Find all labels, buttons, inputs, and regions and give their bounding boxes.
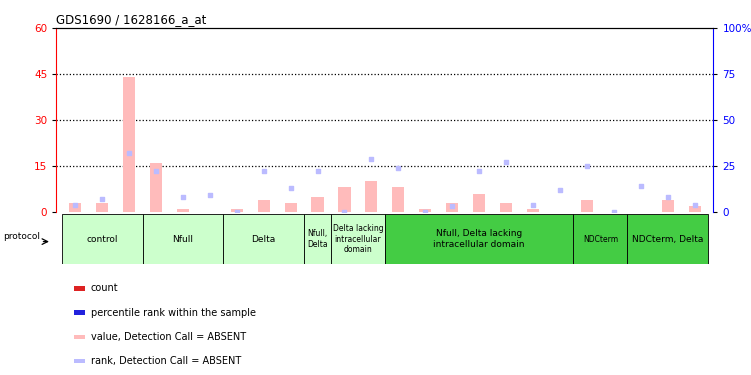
Bar [62, 214, 143, 264]
Point [285, 185, 297, 191]
Point [500, 159, 512, 165]
Bar [74, 286, 85, 291]
Bar [304, 214, 331, 264]
Point [150, 168, 162, 174]
Bar [74, 310, 85, 315]
Bar [662, 200, 674, 212]
Text: Nfull, Delta lacking
intracellular domain: Nfull, Delta lacking intracellular domai… [433, 230, 525, 249]
Bar [627, 214, 708, 264]
Text: Nfull,
Delta: Nfull, Delta [307, 230, 328, 249]
Bar [419, 209, 431, 212]
Text: protocol: protocol [3, 232, 40, 241]
Point [554, 187, 566, 193]
Point [581, 163, 593, 169]
Point [662, 194, 674, 200]
Bar [74, 334, 85, 339]
Point [419, 209, 431, 215]
Bar [574, 214, 627, 264]
Point [635, 183, 647, 189]
Point [312, 168, 324, 174]
Bar [123, 77, 135, 212]
Text: NDCterm: NDCterm [583, 235, 618, 244]
Point [69, 201, 81, 207]
Point [96, 196, 108, 202]
Point [366, 156, 378, 162]
Text: percentile rank within the sample: percentile rank within the sample [91, 308, 256, 318]
Text: Nfull: Nfull [173, 235, 194, 244]
Bar [96, 202, 108, 212]
Bar [500, 202, 512, 212]
Text: Delta lacking
intracellular
domain: Delta lacking intracellular domain [333, 224, 383, 254]
Text: control: control [86, 235, 118, 244]
Bar [473, 194, 485, 212]
Bar [223, 214, 304, 264]
Point [392, 165, 404, 171]
Text: rank, Detection Call = ABSENT: rank, Detection Call = ABSENT [91, 356, 241, 366]
Bar [392, 188, 404, 212]
Point [177, 194, 189, 200]
Point [204, 192, 216, 198]
Point [339, 209, 351, 215]
Bar [331, 214, 385, 264]
Point [231, 209, 243, 215]
Bar [446, 202, 458, 212]
Bar [143, 214, 223, 264]
Point [473, 168, 485, 174]
Point [527, 201, 539, 207]
Text: NDCterm, Delta: NDCterm, Delta [632, 235, 704, 244]
Bar [258, 200, 270, 212]
Bar [74, 359, 85, 363]
Bar [339, 188, 351, 212]
Text: value, Detection Call = ABSENT: value, Detection Call = ABSENT [91, 332, 246, 342]
Text: Delta: Delta [252, 235, 276, 244]
Bar [385, 214, 574, 264]
Bar [231, 209, 243, 212]
Bar [527, 209, 539, 212]
Bar [581, 200, 593, 212]
Bar [366, 181, 378, 212]
Point [608, 209, 620, 215]
Bar [150, 163, 162, 212]
Point [689, 201, 701, 207]
Point [123, 150, 135, 156]
Point [258, 168, 270, 174]
Point [446, 203, 458, 209]
Bar [176, 209, 189, 212]
Bar [69, 202, 81, 212]
Bar [312, 196, 324, 212]
Bar [689, 206, 701, 212]
Text: count: count [91, 283, 119, 293]
Text: GDS1690 / 1628166_a_at: GDS1690 / 1628166_a_at [56, 13, 207, 26]
Bar [285, 202, 297, 212]
